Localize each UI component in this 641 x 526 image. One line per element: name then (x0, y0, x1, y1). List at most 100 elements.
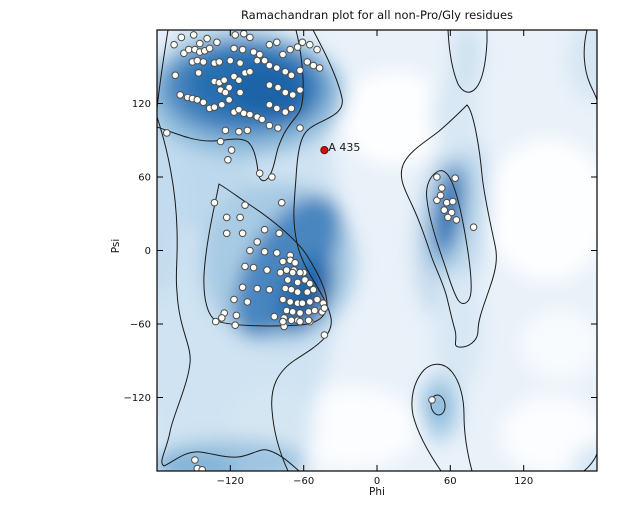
residue-point (288, 308, 297, 316)
residue-point (298, 299, 307, 308)
residue-point (241, 201, 249, 209)
residue-point (304, 308, 313, 316)
residue-point (273, 38, 281, 47)
residue-point (296, 309, 304, 317)
residue-point (428, 396, 436, 404)
residue-point (433, 173, 441, 181)
residue-point (276, 268, 285, 277)
residue-point (436, 191, 445, 200)
residue-point (310, 306, 319, 315)
residue-point (221, 126, 230, 135)
residue-point (235, 105, 243, 114)
density-field (157, 30, 597, 471)
plot-title: Ramachandran plot for all non-Pro/Gly re… (240, 8, 514, 22)
residue-point (199, 58, 208, 66)
contour-allowed-left (157, 116, 300, 471)
residue-point (313, 295, 321, 304)
scatter-points (163, 30, 478, 471)
residue-point (236, 213, 244, 222)
residue-point (255, 169, 264, 178)
residue-point (265, 100, 274, 109)
x-tick-label: −60 (293, 476, 314, 487)
residue-point (309, 61, 318, 70)
residue-point (253, 284, 262, 293)
residue-point (286, 298, 295, 306)
residue-point (293, 278, 302, 287)
residue-point (296, 124, 304, 132)
residue-point (265, 121, 274, 130)
contour-beta-left (157, 30, 169, 109)
residue-point (258, 115, 266, 124)
residue-point (320, 304, 329, 312)
residue-point (221, 88, 230, 97)
x-tick-label: 120 (514, 476, 533, 487)
residue-point (240, 109, 248, 118)
residue-point (235, 127, 243, 136)
residue-point (226, 56, 235, 65)
residue-point (287, 316, 296, 325)
residue-point (191, 456, 199, 464)
residue-point (301, 276, 309, 284)
residue-point (447, 208, 456, 217)
residue-point (287, 71, 296, 80)
highlight-residue: A 435 (320, 141, 360, 155)
x-axis-label: Phi (369, 486, 385, 498)
residue-point (306, 298, 314, 306)
residue-point (222, 229, 231, 238)
residue-point (315, 64, 324, 72)
residue-point (265, 81, 274, 89)
y-tick-label: 60 (138, 173, 151, 184)
residue-point (452, 216, 461, 224)
residue-point (265, 285, 274, 294)
residue-point (231, 321, 239, 330)
y-tick-label: 0 (145, 246, 151, 257)
contour-bottom-right (583, 453, 597, 471)
residue-point (273, 249, 281, 257)
contour-lalpha-favored (426, 170, 472, 304)
residue-point (304, 316, 313, 325)
residue-point (451, 174, 460, 182)
residue-point (296, 86, 304, 94)
residue-point (218, 314, 226, 322)
residue-point (210, 103, 219, 111)
residue-point (265, 40, 274, 49)
residue-point (296, 317, 304, 326)
residue-point (231, 31, 239, 39)
residue-point (260, 56, 269, 65)
residue-point (442, 198, 451, 207)
residue-point (216, 137, 225, 146)
residue-point (177, 33, 186, 42)
residue-point (274, 83, 282, 92)
residue-point (286, 45, 295, 54)
contour-lalpha-allowed (400, 104, 497, 348)
residue-point (288, 268, 297, 277)
residue-point (296, 66, 304, 75)
residue-point (238, 283, 247, 292)
tick-labels: −120 −60 0 60 120 −120 −60 0 60 120 (124, 99, 534, 487)
y-tick-label: −120 (124, 393, 151, 404)
residue-point (253, 56, 262, 65)
residue-point (309, 285, 318, 294)
residue-point (222, 213, 231, 222)
residue-point (444, 213, 452, 222)
residue-point (265, 61, 274, 70)
residue-point (291, 259, 299, 267)
residue-point (249, 263, 258, 272)
x-tick-label: 60 (444, 476, 457, 487)
residue-point (279, 257, 287, 266)
residue-point (238, 45, 247, 54)
residue-point (260, 247, 269, 256)
residue-point (281, 284, 290, 293)
residue-point (176, 91, 184, 99)
residue-point (303, 58, 312, 66)
residue-point (194, 69, 203, 77)
contour-top-right (583, 30, 597, 101)
x-tick-label: 0 (374, 476, 380, 487)
residue-point (275, 229, 284, 238)
residue-point (230, 72, 238, 81)
residue-point (313, 45, 321, 54)
y-axis-label: Psi (110, 238, 122, 254)
residue-point (232, 311, 241, 320)
residue-point (224, 156, 232, 164)
